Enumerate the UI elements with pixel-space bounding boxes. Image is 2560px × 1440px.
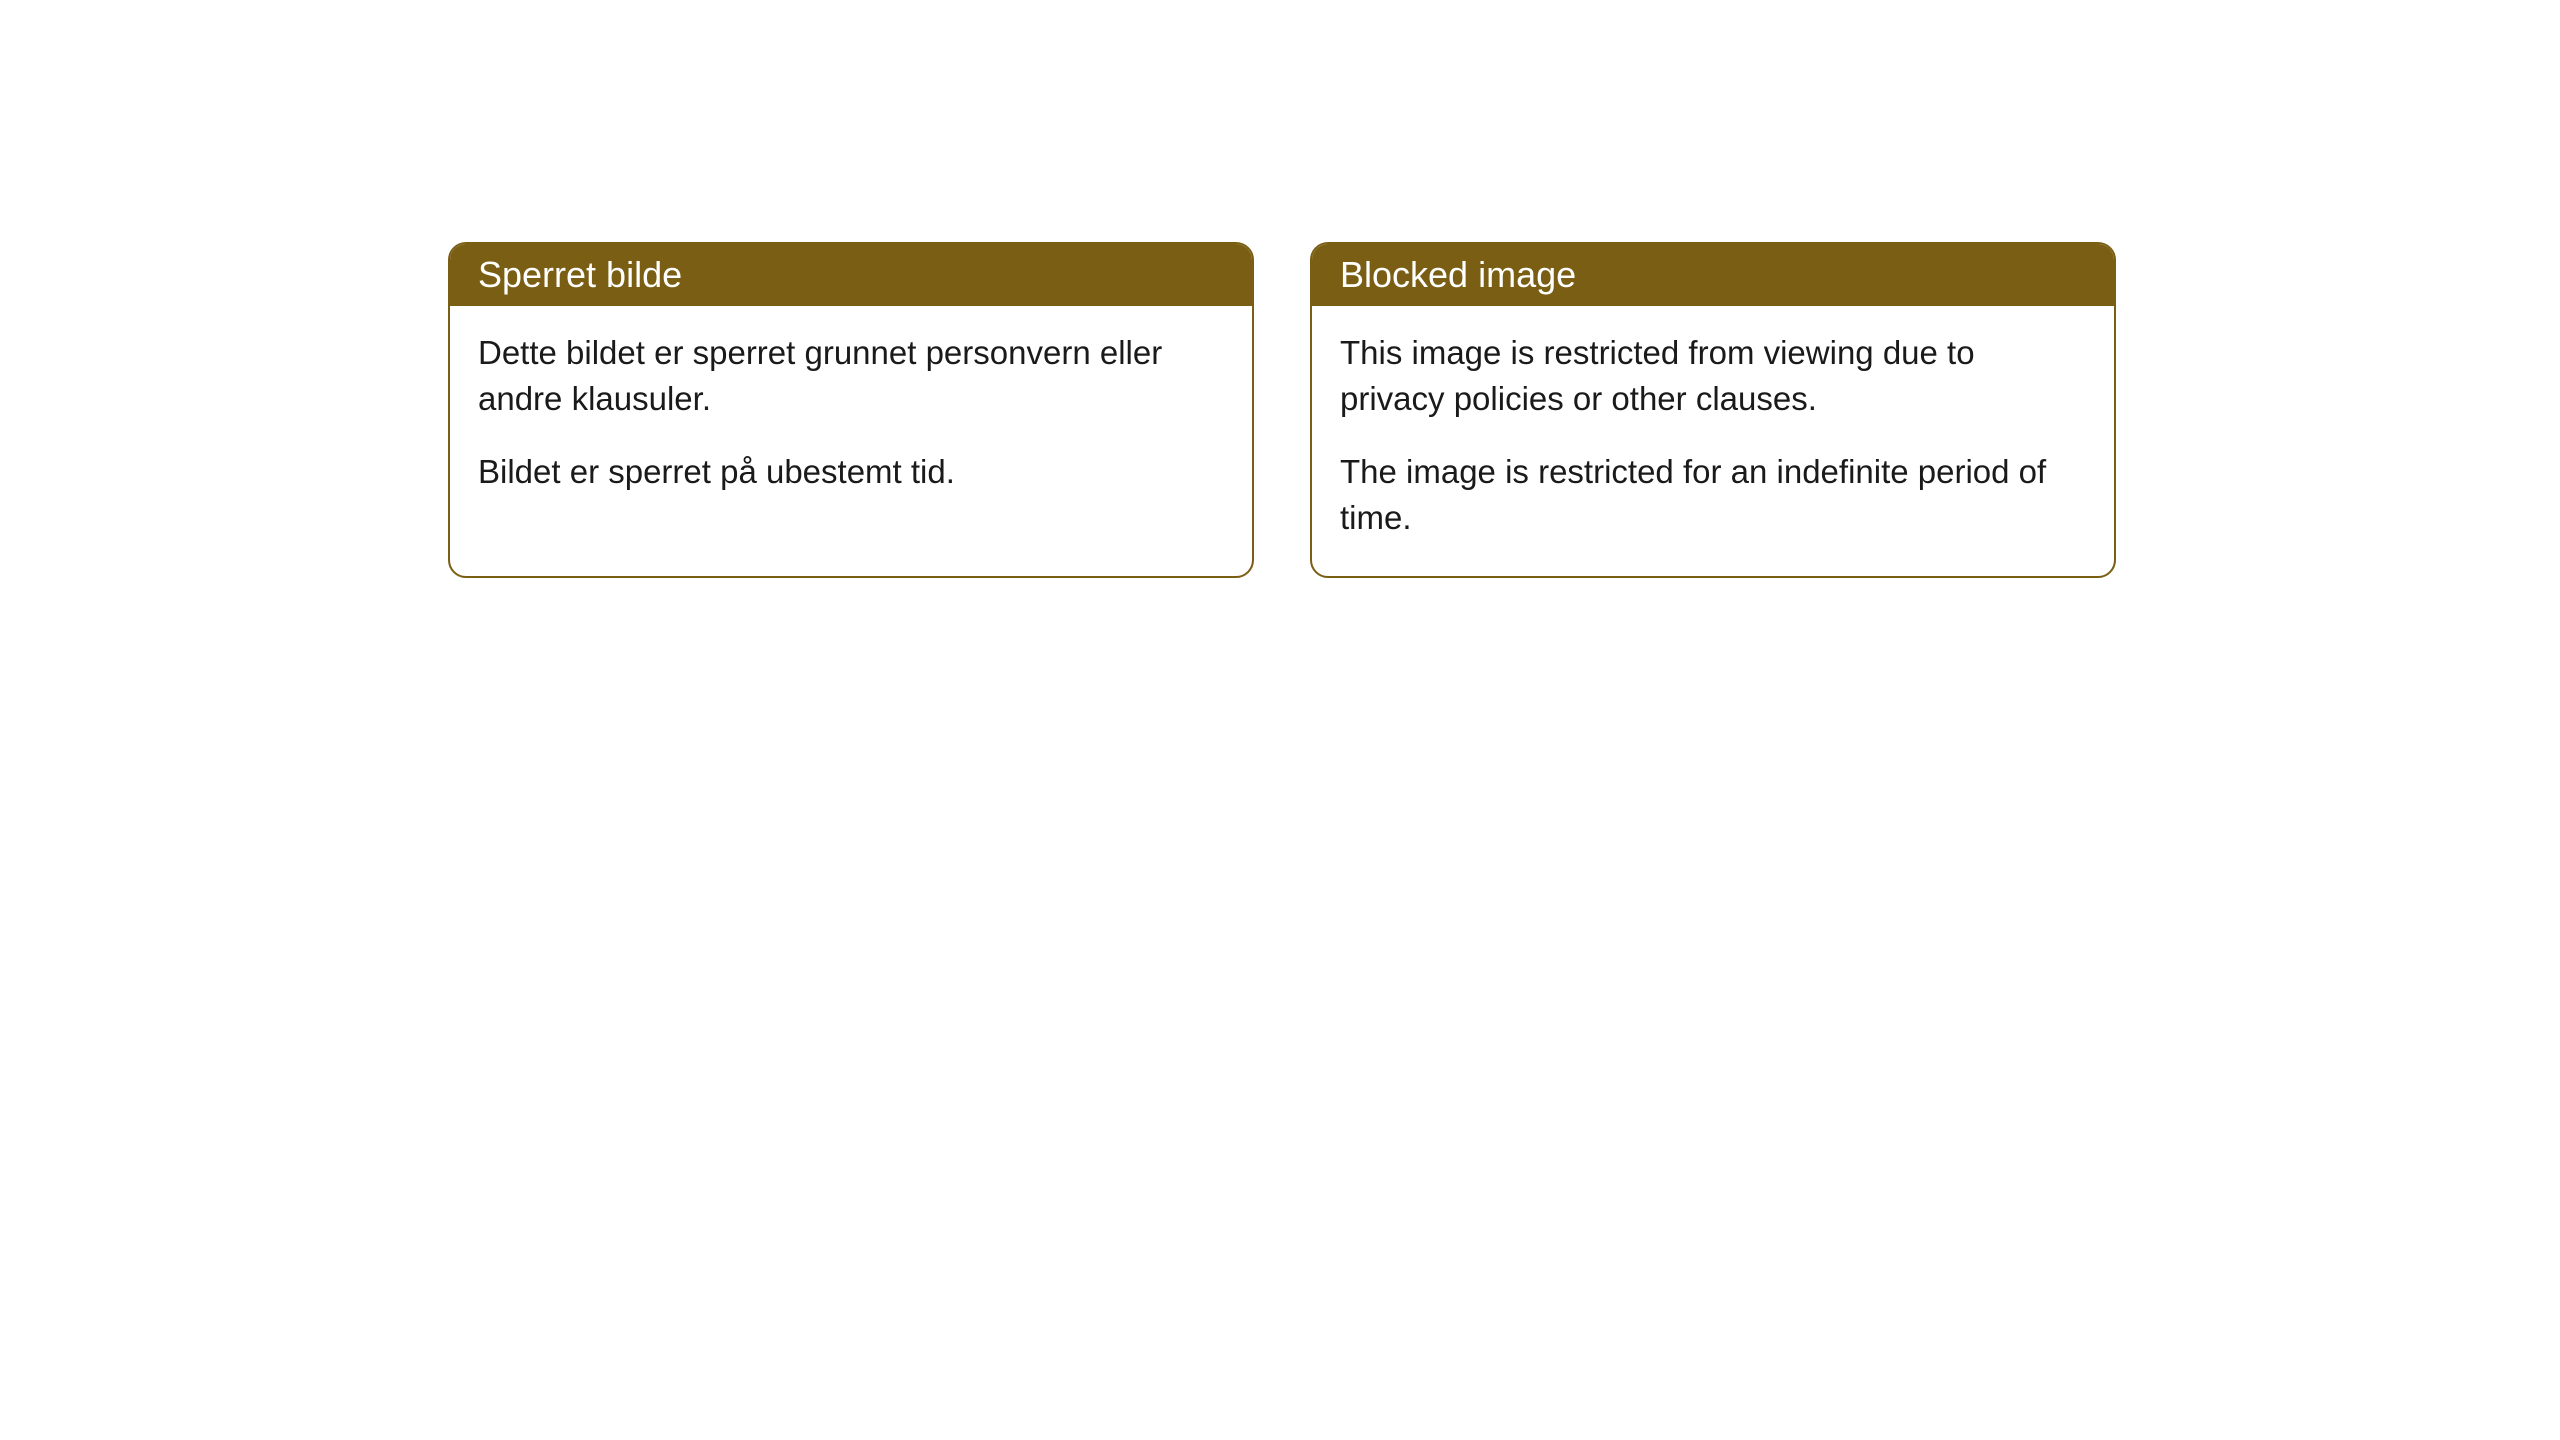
card-body-norwegian: Dette bildet er sperret grunnet personve… (450, 306, 1252, 531)
card-body-english: This image is restricted from viewing du… (1312, 306, 2114, 576)
card-header-norwegian: Sperret bilde (450, 244, 1252, 306)
card-norwegian: Sperret bilde Dette bildet er sperret gr… (448, 242, 1254, 578)
card-text-english-1: This image is restricted from viewing du… (1340, 330, 2086, 421)
card-text-norwegian-2: Bildet er sperret på ubestemt tid. (478, 449, 1224, 495)
card-english: Blocked image This image is restricted f… (1310, 242, 2116, 578)
cards-container: Sperret bilde Dette bildet er sperret gr… (448, 242, 2116, 578)
card-header-english: Blocked image (1312, 244, 2114, 306)
card-text-norwegian-1: Dette bildet er sperret grunnet personve… (478, 330, 1224, 421)
card-text-english-2: The image is restricted for an indefinit… (1340, 449, 2086, 540)
